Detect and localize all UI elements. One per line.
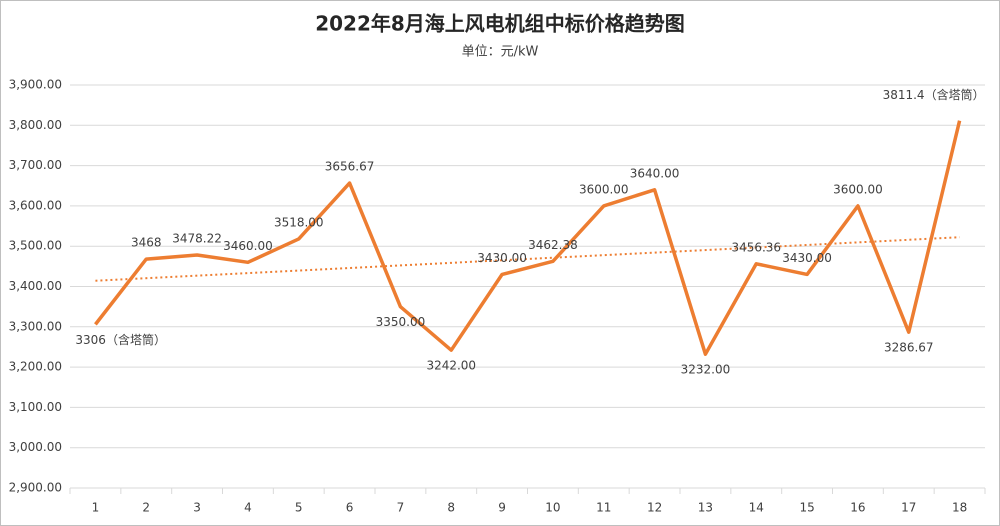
data-label: 3600.00 <box>833 182 883 196</box>
x-tick-label: 15 <box>799 501 814 515</box>
x-tick-label: 7 <box>397 501 405 515</box>
x-tick-label: 11 <box>596 501 611 515</box>
x-tick-label: 8 <box>447 501 455 515</box>
y-tick-label: 3,900.00 <box>9 78 62 92</box>
data-label: 3640.00 <box>630 166 680 180</box>
data-label: 3462.38 <box>528 238 578 252</box>
y-tick-label: 3,300.00 <box>9 319 62 333</box>
data-label: 3430.00 <box>477 251 527 265</box>
x-tick-label: 5 <box>295 501 303 515</box>
chart-subtitle: 单位：元/kW <box>462 45 539 60</box>
x-tick-label: 16 <box>850 501 865 515</box>
x-tick-label: 6 <box>346 501 354 515</box>
x-tick-label: 12 <box>647 501 662 515</box>
data-label: 3811.4（含塔筒） <box>883 87 985 102</box>
chart-title: 2022年8月海上风电机组中标价格趋势图 <box>315 12 685 36</box>
x-tick-label: 13 <box>698 501 713 515</box>
x-tick-label: 9 <box>498 501 506 515</box>
y-tick-label: 3,400.00 <box>9 279 62 293</box>
y-tick-label: 3,500.00 <box>9 239 62 253</box>
data-label: 3456.36 <box>731 240 781 254</box>
x-tick-label: 18 <box>952 501 967 515</box>
x-tick-label: 2 <box>142 501 150 515</box>
y-tick-label: 3,100.00 <box>9 400 62 414</box>
x-tick-label: 4 <box>244 501 252 515</box>
data-label: 3242.00 <box>426 359 476 373</box>
trendline <box>95 236 960 282</box>
x-tick-label: 10 <box>545 501 560 515</box>
x-tick-label: 1 <box>92 501 100 515</box>
data-label: 3518.00 <box>274 215 324 229</box>
data-label: 3286.67 <box>884 341 934 355</box>
data-label: 3656.67 <box>325 160 375 174</box>
data-label: 3460.00 <box>223 239 273 253</box>
data-label: 3232.00 <box>681 363 731 377</box>
data-label: 3350.00 <box>376 315 426 329</box>
y-tick-label: 3,600.00 <box>9 198 62 212</box>
data-label: 3600.00 <box>579 182 629 196</box>
data-label: 3306（含塔筒） <box>75 332 166 347</box>
y-tick-label: 3,800.00 <box>9 118 62 132</box>
data-label: 3468 <box>131 236 162 250</box>
series-line <box>94 120 962 356</box>
y-tick-label: 3,700.00 <box>9 158 62 172</box>
x-tick-label: 17 <box>901 501 916 515</box>
x-tick-label: 3 <box>193 501 201 515</box>
y-tick-label: 3,000.00 <box>9 440 62 454</box>
x-tick-label: 14 <box>749 501 764 515</box>
data-label: 3430.00 <box>782 251 832 265</box>
y-tick-label: 2,900.00 <box>9 481 62 495</box>
data-label: 3478.22 <box>172 231 222 245</box>
y-tick-label: 3,200.00 <box>9 360 62 374</box>
